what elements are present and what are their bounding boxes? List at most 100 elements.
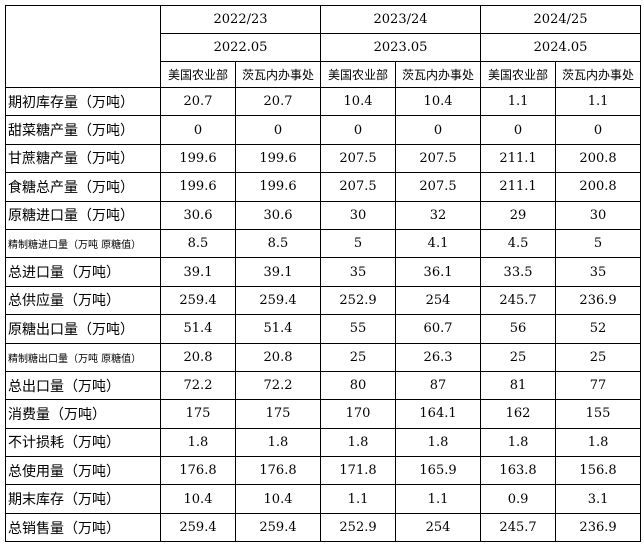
value-cell: 51.4 <box>234 314 322 344</box>
value-cell: 245.7 <box>480 512 557 543</box>
value-cell: 165.9 <box>395 456 482 486</box>
value-cell: 30.6 <box>160 200 236 230</box>
source-cell: 美国农业部 <box>320 61 397 88</box>
date-cell: 2023.05 <box>320 33 482 62</box>
value-cell: 0 <box>160 115 236 145</box>
value-cell: 1.8 <box>320 427 397 458</box>
value-cell: 4.5 <box>480 228 557 259</box>
value-cell: 155 <box>555 399 642 429</box>
value-cell: 4.1 <box>395 228 482 259</box>
value-cell: 29 <box>480 200 557 230</box>
value-cell: 1.8 <box>480 427 557 458</box>
value-cell: 162 <box>480 399 557 429</box>
value-cell: 25 <box>320 342 397 372</box>
value-cell: 1.1 <box>395 484 482 514</box>
data-row: 消费量（万吨） 175 175 170 164.1 162 155 <box>5 399 642 429</box>
value-cell: 80 <box>320 370 397 401</box>
value-cell: 52 <box>555 314 642 344</box>
value-cell: 87 <box>395 370 482 401</box>
row-label: 总供应量（万吨） <box>5 285 161 316</box>
value-cell: 245.7 <box>480 285 557 316</box>
value-cell: 199.6 <box>160 172 236 202</box>
value-cell: 175 <box>160 399 236 429</box>
data-row: 期末库存（万吨） 10.4 10.4 1.1 1.1 0.9 3.1 <box>5 484 642 514</box>
value-cell: 20.7 <box>160 86 236 117</box>
data-row: 总使用量（万吨） 176.8 176.8 171.8 165.9 163.8 156.8 <box>5 456 642 486</box>
value-cell: 1.8 <box>395 427 482 458</box>
data-row: 原糖出口量（万吨） 51.4 51.4 55 60.7 56 52 <box>5 314 642 344</box>
value-cell: 60.7 <box>395 314 482 344</box>
value-cell: 1.1 <box>320 484 397 514</box>
value-cell: 56 <box>480 314 557 344</box>
header-row: 2022.05 2023.05 2024.05 <box>6 33 642 62</box>
value-cell: 1.8 <box>555 427 642 458</box>
date-cell: 2022.05 <box>159 33 322 62</box>
data-row: 总出口量（万吨） 72.2 72.2 80 87 81 77 <box>5 370 642 401</box>
value-cell: 254 <box>395 512 482 543</box>
value-cell: 1.1 <box>480 86 557 117</box>
row-label: 总进口量（万吨） <box>5 257 161 287</box>
header-row: 2022/23 2023/24 2024/25 <box>5 5 642 88</box>
value-cell: 39.1 <box>160 257 236 287</box>
data-row: 不计损耗（万吨） 1.8 1.8 1.8 1.8 1.8 1.8 <box>5 427 642 458</box>
row-label: 总使用量（万吨） <box>5 456 161 486</box>
sugar-balance-table: 2022/23 2023/24 2024/25 2022.05 2023.05 2024.… <box>5 5 642 543</box>
source-cell: 美国农业部 <box>160 61 236 88</box>
source-cell: 美国农业部 <box>480 61 557 88</box>
data-row: 甘蔗糖产量（万吨） 199.6 199.6 207.5 207.5 211.1 200.8 <box>5 143 642 174</box>
value-cell: 1.8 <box>160 427 236 458</box>
value-cell: 0 <box>320 115 397 145</box>
header-row: 美国农业部 茨瓦内办事处 美国农业部 茨瓦内办事处 美国农业部 茨瓦内办事处 <box>6 61 642 88</box>
value-cell: 252.9 <box>320 512 397 543</box>
row-label: 精制糖进口量（万吨 原糖值） <box>5 228 161 259</box>
value-cell: 252.9 <box>320 285 397 316</box>
data-row: 精制糖进口量（万吨 原糖值） 8.5 8.5 5 4.1 4.5 5 <box>5 228 642 259</box>
year-cell: 2022/23 <box>159 5 322 34</box>
value-cell: 25 <box>555 342 642 372</box>
data-row: 总供应量（万吨） 259.4 259.4 252.9 254 245.7 236.9 <box>5 285 642 316</box>
source-cell: 茨瓦内办事处 <box>555 61 642 88</box>
row-label: 期初库存量（万吨） <box>5 86 161 117</box>
row-label: 原糖出口量（万吨） <box>5 314 161 344</box>
value-cell: 0 <box>480 115 557 145</box>
value-cell: 163.8 <box>480 456 557 486</box>
value-cell: 10.4 <box>320 86 397 117</box>
value-cell: 176.8 <box>234 456 322 486</box>
value-cell: 5 <box>320 228 397 259</box>
value-cell: 211.1 <box>480 172 557 202</box>
value-cell: 32 <box>395 200 482 230</box>
value-cell: 20.7 <box>234 86 322 117</box>
row-label: 总出口量（万吨） <box>5 370 161 401</box>
data-row: 原糖进口量（万吨） 30.6 30.6 30 32 29 30 <box>5 200 642 230</box>
value-cell: 164.1 <box>395 399 482 429</box>
value-cell: 259.4 <box>234 512 322 543</box>
value-cell: 20.8 <box>234 342 322 372</box>
row-label: 食糖总产量（万吨） <box>5 172 161 202</box>
row-label: 消费量（万吨） <box>5 399 161 429</box>
value-cell: 207.5 <box>320 172 397 202</box>
source-cell: 茨瓦内办事处 <box>234 61 322 88</box>
value-cell: 35 <box>555 257 642 287</box>
row-label: 不计损耗（万吨） <box>5 427 161 458</box>
value-cell: 8.5 <box>160 228 236 259</box>
value-cell: 36.1 <box>395 257 482 287</box>
value-cell: 200.8 <box>555 143 642 174</box>
value-cell: 20.8 <box>160 342 236 372</box>
value-cell: 30.6 <box>234 200 322 230</box>
value-cell: 0 <box>555 115 642 145</box>
data-row: 期初库存量（万吨） 20.7 20.7 10.4 10.4 1.1 1.1 <box>5 86 642 117</box>
value-cell: 30 <box>320 200 397 230</box>
date-cell: 2024.05 <box>480 33 642 62</box>
value-cell: 81 <box>480 370 557 401</box>
value-cell: 259.4 <box>234 285 322 316</box>
value-cell: 207.5 <box>395 172 482 202</box>
value-cell: 10.4 <box>234 484 322 514</box>
value-cell: 199.6 <box>234 143 322 174</box>
value-cell: 0 <box>234 115 322 145</box>
data-row: 甜菜糖产量（万吨） 0 0 0 0 0 0 <box>5 115 642 145</box>
value-cell: 236.9 <box>555 285 642 316</box>
value-cell: 77 <box>555 370 642 401</box>
value-cell: 10.4 <box>395 86 482 117</box>
source-cell: 茨瓦内办事处 <box>395 61 482 88</box>
